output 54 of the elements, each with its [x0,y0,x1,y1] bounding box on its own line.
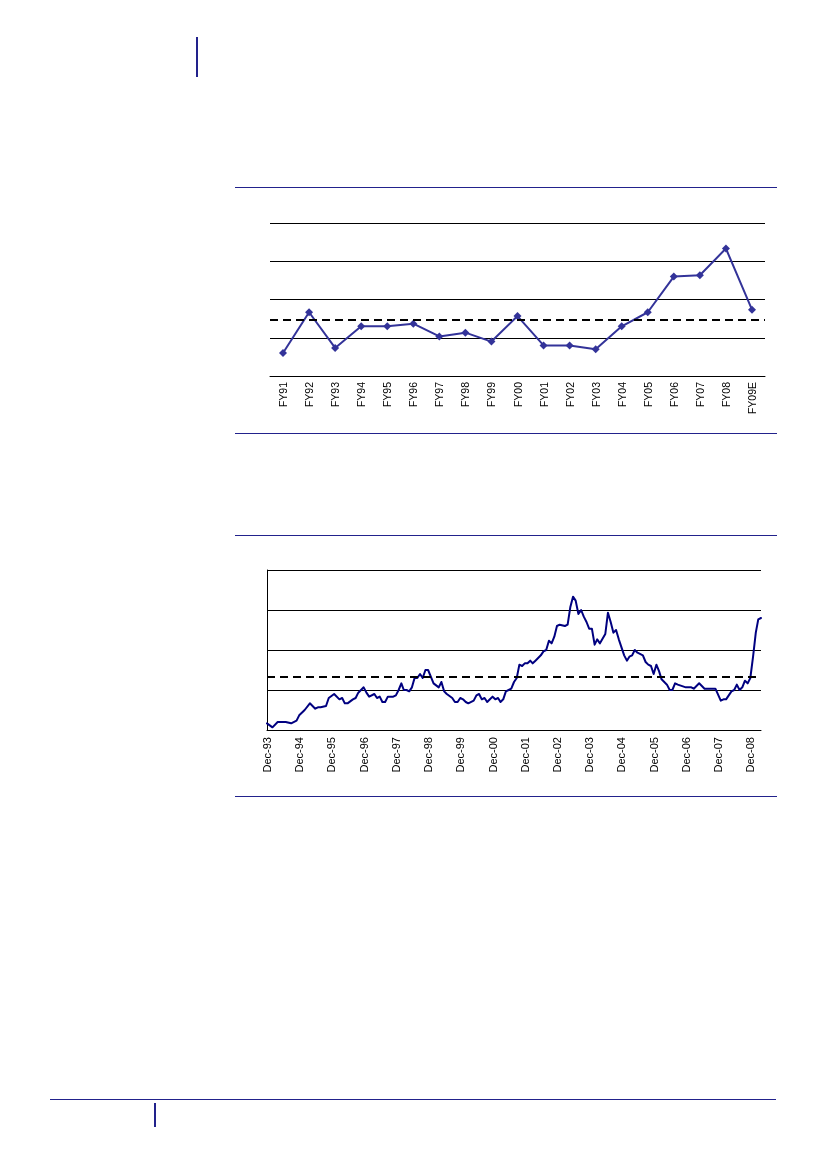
x-tick-label: FY03 [589,381,602,408]
x-tick-label: Dec-08 [744,737,757,773]
x-tick-label: Dec-96 [357,737,370,773]
x-tick-label: FY08 [719,381,732,408]
point [279,349,288,358]
x-tick-label: FY95 [381,381,394,408]
point [591,345,600,354]
point [565,341,574,350]
x-tick-label: FY97 [433,381,446,408]
x-tick-label: FY91 [277,381,290,408]
point [747,305,756,314]
x-tick-label: Dec-01 [518,737,531,773]
x-tick-label: FY09E [745,382,758,415]
x-tick-label: FY04 [615,381,628,408]
x-tick-label: FY01 [537,381,550,408]
x-tick-label: Dec-05 [647,737,660,773]
x-tick-label: FY96 [407,381,420,408]
x-tick-label: Dec-06 [679,737,692,773]
point [669,272,678,281]
x-tick-label: FY06 [667,381,680,408]
x-tick-label: FY99 [485,381,498,408]
x-tick-label: FY94 [355,381,368,408]
x-tick-label: Dec-97 [389,737,402,773]
point [643,308,652,317]
point [331,343,340,352]
x-tick-label: Dec-94 [293,737,306,773]
point [539,341,548,350]
point [435,332,444,341]
point [383,322,392,331]
x-tick-label: FY98 [459,381,472,408]
point [721,244,730,253]
x-tick-label: Dec-03 [583,737,596,773]
x-tick-label: FY02 [563,381,576,408]
x-tick-label: FY00 [511,381,524,408]
x-tick-label: Dec-93 [261,737,273,773]
point [305,308,314,317]
x-tick-label: Dec-95 [325,737,338,773]
point [409,319,418,328]
point [487,337,496,346]
point [357,322,366,331]
point [695,271,704,280]
point [513,312,522,321]
x-tick-label: Dec-00 [486,737,499,773]
x-tick-label: Dec-98 [422,737,435,773]
x-tick-label: FY05 [641,381,654,408]
point [461,328,470,337]
x-tick-label: Dec-99 [454,737,467,773]
x-tick-label: Dec-02 [550,737,563,773]
x-tick-label: Dec-04 [615,737,628,773]
point [617,322,626,331]
x-tick-label: FY93 [329,381,342,408]
x-tick-label: FY07 [693,381,706,408]
x-tick-label: FY92 [303,381,316,408]
x-tick-label: Dec-07 [712,737,725,773]
